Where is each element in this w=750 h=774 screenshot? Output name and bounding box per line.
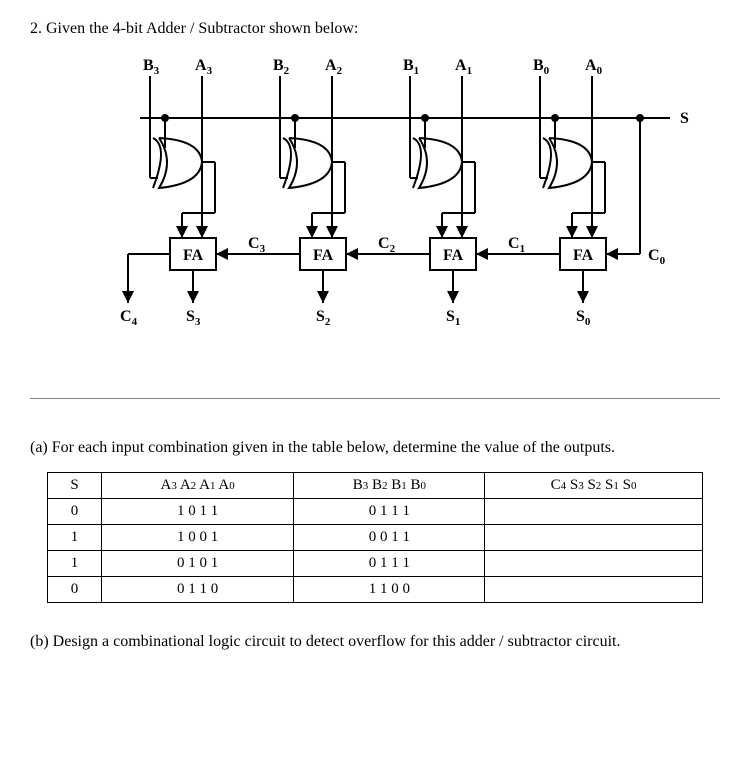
col-S: S xyxy=(48,473,102,499)
col-B: B3 B2 B1 B0 xyxy=(294,473,485,499)
svg-text:C1: C1 xyxy=(508,235,525,255)
svg-text:B2: B2 xyxy=(273,57,290,77)
question-number: 2. xyxy=(30,20,42,37)
svg-text:A1: A1 xyxy=(455,57,472,77)
question-text: 2. Given the 4-bit Adder / Subtractor sh… xyxy=(30,20,720,38)
circuit-svg: B3 A3 B2 A2 B1 A1 B0 A0 S FA FA FA FA C3… xyxy=(50,48,700,328)
part-b-text: (b) Design a combinational logic circuit… xyxy=(30,633,720,651)
svg-text:B0: B0 xyxy=(533,57,550,77)
divider xyxy=(30,398,720,399)
table-row: 1 1 0 0 1 0 0 1 1 xyxy=(48,525,703,551)
table-row: 0 0 1 1 0 1 1 0 0 xyxy=(48,577,703,603)
svg-text:A3: A3 xyxy=(195,57,213,77)
svg-text:FA: FA xyxy=(573,247,594,264)
question-body: Given the 4-bit Adder / Subtractor shown… xyxy=(46,20,358,37)
svg-text:B1: B1 xyxy=(403,57,419,77)
svg-text:FA: FA xyxy=(313,247,334,264)
svg-text:A0: A0 xyxy=(585,57,603,77)
svg-text:A2: A2 xyxy=(325,57,343,77)
svg-text:S2: S2 xyxy=(316,308,331,328)
svg-text:FA: FA xyxy=(443,247,464,264)
svg-text:C2: C2 xyxy=(378,235,396,255)
svg-text:C4: C4 xyxy=(120,308,138,328)
svg-text:S0: S0 xyxy=(576,308,591,328)
svg-text:B3: B3 xyxy=(143,57,160,77)
svg-text:C0: C0 xyxy=(648,247,666,267)
truth-table: S A3 A2 A1 A0 B3 B2 B1 B0 C4 S3 S2 S1 S0… xyxy=(47,472,703,603)
svg-text:S: S xyxy=(680,110,689,127)
part-a-text: (a) For each input combination given in … xyxy=(30,439,720,457)
svg-text:FA: FA xyxy=(183,247,204,264)
table-header-row: S A3 A2 A1 A0 B3 B2 B1 B0 C4 S3 S2 S1 S0 xyxy=(48,473,703,499)
svg-text:C3: C3 xyxy=(248,235,266,255)
col-Out: C4 S3 S2 S1 S0 xyxy=(485,473,702,499)
svg-text:S3: S3 xyxy=(186,308,201,328)
circuit-diagram: B3 A3 B2 A2 B1 A1 B0 A0 S FA FA FA FA C3… xyxy=(50,48,700,328)
svg-text:S1: S1 xyxy=(446,308,460,328)
col-A: A3 A2 A1 A0 xyxy=(101,473,294,499)
table-row: 0 1 0 1 1 0 1 1 1 xyxy=(48,499,703,525)
table-row: 1 0 1 0 1 0 1 1 1 xyxy=(48,551,703,577)
